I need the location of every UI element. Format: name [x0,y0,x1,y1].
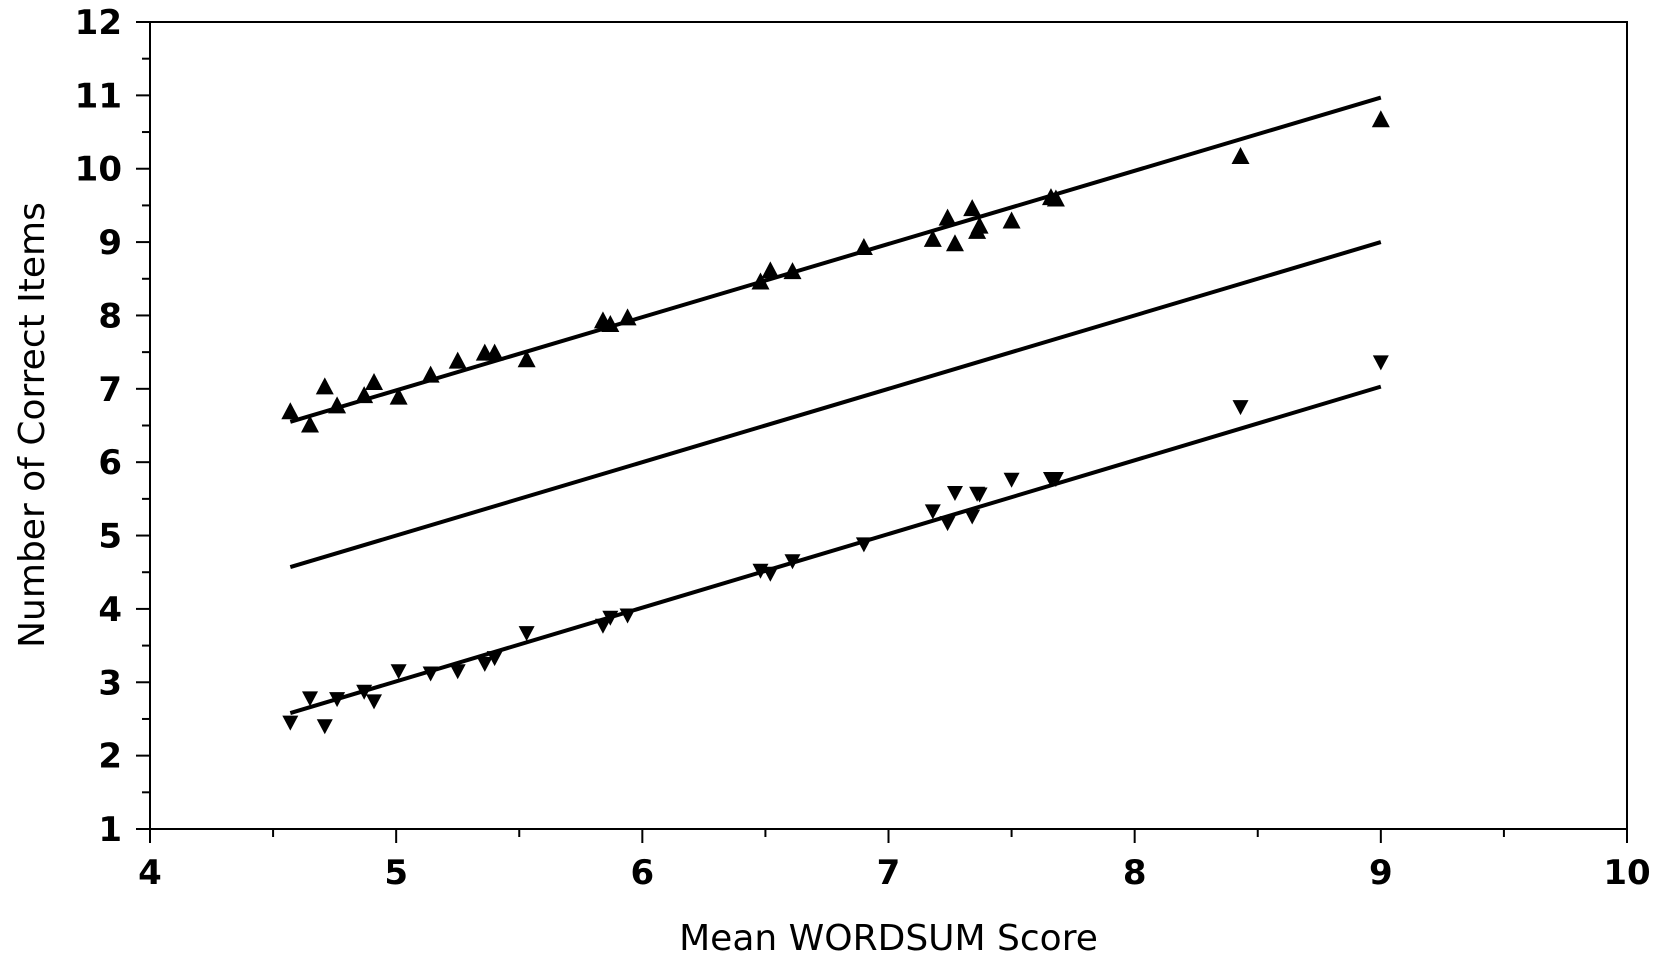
fit-line [289,240,1382,570]
triangle-up-marker [517,350,536,368]
triangle-up-marker [485,343,504,361]
triangle-up-marker [365,372,384,390]
fit-line [289,384,1382,716]
triangle-up-marker [761,261,780,279]
plot-frame [149,21,1628,830]
y-tick-label: 6 [98,443,122,483]
triangle-up-marker [1002,211,1021,229]
triangle-up-marker [938,208,957,226]
triangle-down-marker [1232,400,1249,416]
triangle-up-marker [315,377,334,395]
triangle-down-marker [1003,472,1020,488]
triangle-down-marker [762,566,779,582]
x-tick-label: 7 [877,853,901,893]
triangle-down-marker [282,715,299,731]
triangle-up-marker [421,365,440,383]
triangle-up-marker [1371,110,1390,128]
triangle-down-marker [1372,355,1389,371]
triangle-up-marker [923,229,942,247]
plot-frame-group [149,21,1628,830]
y-tick-label: 1 [98,810,122,850]
y-tick-label: 3 [98,663,122,703]
triangle-up-marker [618,308,637,326]
triangle-down-marker [939,516,956,532]
triangle-down-marker [784,554,801,570]
triangle-up-marker [601,314,620,332]
triangle-up-marker [963,199,982,217]
x-tick-label: 8 [1123,853,1147,893]
triangle-down-marker [971,487,988,503]
y-tick-label: 12 [75,3,122,43]
triangle-up-marker [854,237,873,255]
triangle-down-marker [924,504,941,520]
triangle-down-marker [390,664,407,680]
y-tick-label: 11 [75,76,122,116]
triangle-up-marker [751,272,770,290]
triangle-down-marker [316,719,333,735]
triangle-down-marker [964,509,981,525]
fit-line [289,95,1382,424]
triangle-down-marker [855,537,872,553]
triangle-down-marker [946,485,963,501]
x-tick-label: 5 [384,853,408,893]
triangle-down-marker [594,618,611,634]
triangle-up-marker [389,387,408,405]
y-tick-label: 9 [98,223,122,263]
triangle-up-marker [945,234,964,252]
triangle-up-marker [355,386,374,404]
triangle-up-marker [281,402,300,420]
triangle-down-marker [422,666,439,682]
triangle-down-marker [449,664,466,680]
triangle-down-marker [302,691,319,707]
y-tick-label: 10 [75,150,122,190]
x-axis-title: Mean WORDSUM Score [679,918,1098,959]
y-tick-label: 4 [98,590,122,630]
triangle-up-marker [970,216,989,234]
triangle-up-marker [448,351,467,369]
triangle-up-marker [328,396,347,414]
x-axis: 4 5 6 7 8 9 10 [138,829,1651,893]
triangle-down-marker [619,608,636,624]
x-tick-label: 10 [1603,853,1650,893]
y-tick-label: 2 [98,737,122,777]
triangle-down-marker [518,626,535,642]
triangle-up-marker [1231,146,1250,164]
data-markers [281,110,1390,735]
x-tick-label: 4 [138,853,162,893]
triangle-down-marker [329,692,346,708]
triangle-down-marker [356,684,373,700]
y-tick-label: 5 [98,517,122,557]
triangle-up-marker [783,262,802,280]
x-tick-label: 6 [630,853,654,893]
y-tick-label: 7 [98,370,122,410]
triangle-down-marker [366,694,383,710]
y-tick-label: 8 [98,296,122,336]
triangle-up-marker [301,415,320,433]
fit-lines [289,95,1382,716]
y-axis-title: Number of Correct Items [12,202,53,648]
triangle-down-marker [602,610,619,626]
triangle-down-marker [1047,472,1064,488]
triangle-up-marker [1046,189,1065,207]
triangle-down-marker [486,651,503,667]
x-tick-label: 9 [1369,853,1393,893]
triangle-down-marker [476,656,493,672]
